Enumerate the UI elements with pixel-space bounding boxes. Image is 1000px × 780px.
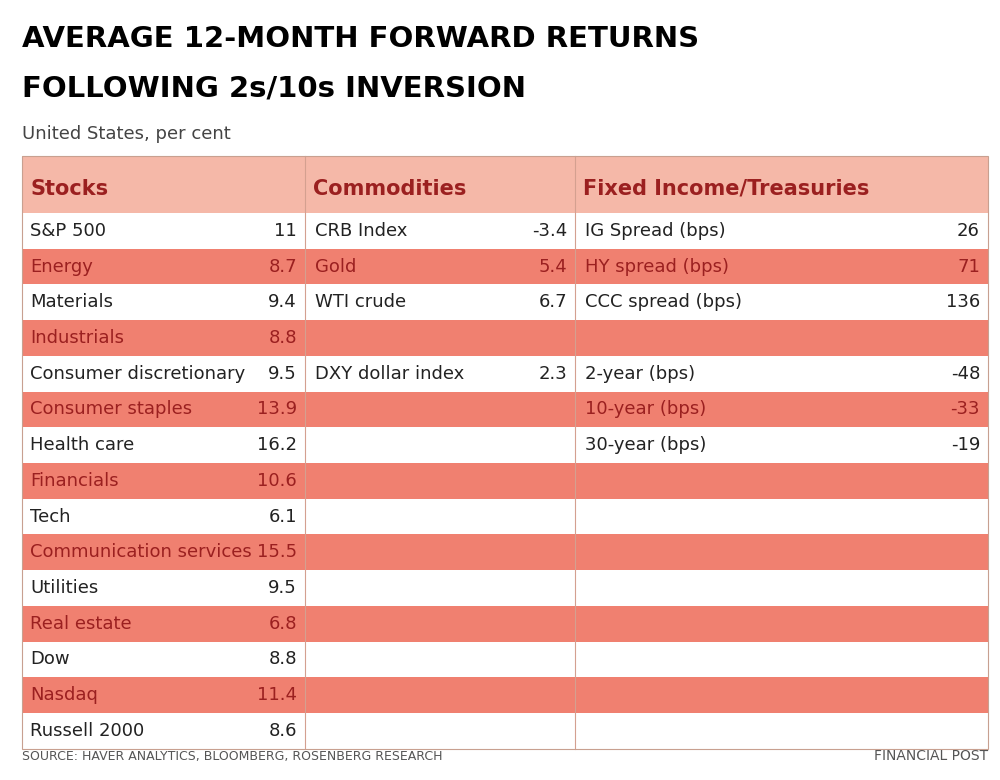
Text: 71: 71 [957, 257, 980, 275]
Text: IG Spread (bps): IG Spread (bps) [585, 222, 726, 239]
Text: 6.7: 6.7 [538, 293, 567, 311]
Text: Consumer discretionary: Consumer discretionary [30, 365, 245, 383]
Bar [22, 498, 988, 534]
Text: -48: -48 [951, 365, 980, 383]
Text: FINANCIAL POST: FINANCIAL POST [874, 749, 988, 763]
Bar [22, 392, 988, 427]
Text: Real estate: Real estate [30, 615, 132, 633]
Text: -19: -19 [951, 436, 980, 454]
Text: United States, per cent: United States, per cent [22, 125, 231, 143]
Text: DXY dollar index: DXY dollar index [315, 365, 464, 383]
Bar [22, 713, 988, 749]
Bar [22, 156, 988, 213]
Text: Materials: Materials [30, 293, 113, 311]
Text: HY spread (bps): HY spread (bps) [585, 257, 729, 275]
Text: Energy: Energy [30, 257, 93, 275]
Bar [22, 463, 988, 498]
Text: SOURCE: HAVER ANALYTICS, BLOOMBERG, ROSENBERG RESEARCH: SOURCE: HAVER ANALYTICS, BLOOMBERG, ROSE… [22, 750, 442, 763]
Text: Communication services: Communication services [30, 544, 252, 562]
Bar [22, 570, 988, 606]
Text: 8.7: 8.7 [268, 257, 297, 275]
Text: 2-year (bps): 2-year (bps) [585, 365, 695, 383]
Text: 8.8: 8.8 [268, 329, 297, 347]
Text: Utilities: Utilities [30, 579, 98, 597]
Bar [22, 534, 988, 570]
Text: 13.9: 13.9 [257, 400, 297, 418]
Text: WTI crude: WTI crude [315, 293, 406, 311]
Text: Financials: Financials [30, 472, 119, 490]
Text: 10.6: 10.6 [257, 472, 297, 490]
Text: 26: 26 [957, 222, 980, 239]
Text: Health care: Health care [30, 436, 134, 454]
Text: Consumer staples: Consumer staples [30, 400, 192, 418]
Text: 11: 11 [274, 222, 297, 239]
Text: Dow: Dow [30, 651, 70, 668]
Text: 16.2: 16.2 [257, 436, 297, 454]
Text: CRB Index: CRB Index [315, 222, 407, 239]
Bar [22, 249, 988, 285]
Text: 8.6: 8.6 [268, 722, 297, 740]
Text: 15.5: 15.5 [257, 544, 297, 562]
Text: 11.4: 11.4 [257, 686, 297, 704]
Bar [22, 606, 988, 642]
Text: 5.4: 5.4 [538, 257, 567, 275]
Text: Gold: Gold [315, 257, 356, 275]
Text: Stocks: Stocks [30, 179, 108, 199]
Text: Tech: Tech [30, 508, 70, 526]
Text: 2.3: 2.3 [538, 365, 567, 383]
Text: 8.8: 8.8 [268, 651, 297, 668]
Text: 9.5: 9.5 [268, 579, 297, 597]
Text: FOLLOWING 2s/10s INVERSION: FOLLOWING 2s/10s INVERSION [22, 74, 526, 102]
Text: 9.5: 9.5 [268, 365, 297, 383]
Text: -33: -33 [950, 400, 980, 418]
Text: 9.4: 9.4 [268, 293, 297, 311]
Text: Russell 2000: Russell 2000 [30, 722, 144, 740]
Text: 30-year (bps): 30-year (bps) [585, 436, 706, 454]
Text: S&P 500: S&P 500 [30, 222, 106, 239]
Text: CCC spread (bps): CCC spread (bps) [585, 293, 742, 311]
Text: Nasdaq: Nasdaq [30, 686, 98, 704]
Bar [22, 285, 988, 320]
Text: Industrials: Industrials [30, 329, 124, 347]
Bar [22, 677, 988, 713]
Text: 10-year (bps): 10-year (bps) [585, 400, 706, 418]
Text: Fixed Income/Treasuries: Fixed Income/Treasuries [583, 179, 869, 199]
Text: 6.8: 6.8 [268, 615, 297, 633]
Text: -3.4: -3.4 [532, 222, 567, 239]
Bar [22, 320, 988, 356]
Text: Commodities: Commodities [313, 179, 466, 199]
Bar [22, 642, 988, 677]
Bar [22, 156, 988, 749]
Bar [22, 213, 988, 249]
Bar [22, 356, 988, 392]
Bar [22, 427, 988, 463]
Text: 6.1: 6.1 [268, 508, 297, 526]
Text: AVERAGE 12-MONTH FORWARD RETURNS: AVERAGE 12-MONTH FORWARD RETURNS [22, 25, 699, 53]
Text: 136: 136 [946, 293, 980, 311]
